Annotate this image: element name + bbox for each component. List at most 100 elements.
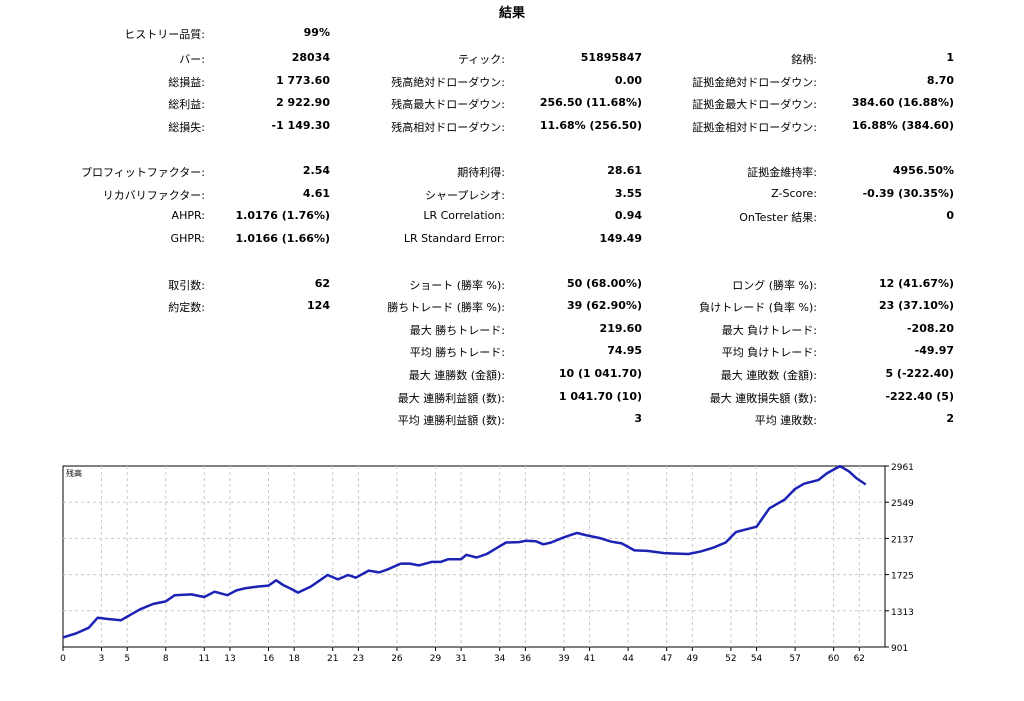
stat-label: 勝ちトレード (勝率 %): (387, 301, 505, 314)
x-tick-label: 52 (725, 654, 736, 664)
x-tick-label: 44 (622, 654, 634, 664)
stat-value: 384.60 (16.88%) (851, 96, 954, 109)
stat-label: LR Correlation: (423, 209, 505, 222)
x-tick-label: 16 (263, 654, 275, 664)
stat-label: 残高相対ドローダウン: (391, 121, 505, 134)
stat-label: ヒストリー品質: (124, 28, 205, 41)
stat-value: -49.97 (914, 344, 954, 357)
stat-value: 74.95 (607, 344, 642, 357)
x-tick-label: 62 (854, 654, 865, 664)
y-tick-label: 2549 (891, 499, 914, 509)
stat-value: -208.20 (906, 322, 954, 335)
stat-label: 取引数: (168, 279, 205, 292)
stat-value: 10 (1 041.70) (558, 367, 642, 380)
stat-label: 総利益: (168, 98, 205, 111)
stat-label: プロフィットファクター: (80, 166, 205, 179)
stat-value: 256.50 (11.68%) (539, 96, 642, 109)
stat-label: ロング (勝率 %): (732, 279, 817, 292)
balance-chart-svg: 2961 2549 2137 1725 1313 901 0 3 5 8 11 13 16 18 21 23 2… (60, 463, 914, 664)
stat-label: 総損失: (168, 121, 205, 134)
x-tick-label: 54 (751, 654, 763, 664)
stat-value: 1 773.60 (276, 74, 330, 87)
x-tick-label: 31 (455, 654, 466, 664)
stat-label: 銘柄: (791, 53, 817, 66)
x-tick-label: 21 (327, 654, 338, 664)
stat-label: 証拠金相対ドローダウン: (692, 121, 817, 134)
stat-value: 4.61 (302, 187, 330, 200)
stat-value: -222.40 (5) (885, 390, 954, 403)
chart-title: 残高 (66, 468, 82, 478)
stat-value: 50 (68.00%) (566, 277, 642, 290)
stat-label: バー: (179, 53, 205, 66)
stat-label: 証拠金最大ドローダウン: (692, 98, 817, 111)
stat-label: 最大 連敗数 (金額): (720, 369, 817, 382)
stat-label: ティック: (457, 53, 505, 66)
y-tick-label: 901 (891, 644, 908, 654)
stat-value: -0.39 (30.35%) (862, 187, 954, 200)
stat-value: 3 (634, 412, 642, 425)
x-tick-label: 11 (199, 654, 210, 664)
x-tick-label: 41 (584, 654, 595, 664)
x-tick-label: 34 (494, 654, 506, 664)
stat-label: OnTester 結果: (739, 211, 817, 224)
stat-label: 期待利得: (457, 166, 505, 179)
stat-value: 28.61 (607, 164, 642, 177)
stat-value: 4956.50% (892, 164, 954, 177)
stat-label: 平均 勝ちトレード: (409, 346, 505, 359)
y-tick-label: 1725 (891, 572, 914, 582)
stat-value: 124 (307, 299, 330, 312)
x-tick-label: 36 (520, 654, 532, 664)
stat-value: 99% (303, 26, 330, 39)
y-tick-label: 2961 (891, 463, 914, 473)
x-tick-label: 8 (163, 654, 169, 664)
stat-label: 約定数: (168, 301, 205, 314)
stat-value: 3.55 (614, 187, 642, 200)
x-tick-label: 47 (661, 654, 672, 664)
stat-value: 62 (314, 277, 330, 290)
x-tick-label: 57 (789, 654, 800, 664)
stat-label: AHPR: (171, 209, 205, 222)
stat-value: 0.94 (614, 209, 642, 222)
x-tick-label: 0 (60, 654, 66, 664)
x-tick-label: 39 (558, 654, 570, 664)
stat-label: GHPR: (170, 232, 205, 245)
x-tick-label: 18 (288, 654, 300, 664)
stat-value: 219.60 (599, 322, 642, 335)
stat-label: リカバリファクター: (102, 189, 205, 202)
stat-label: 残高絶対ドローダウン: (391, 76, 505, 89)
stat-value: 5 (-222.40) (885, 367, 954, 380)
stat-value: 149.49 (599, 232, 642, 245)
stat-value: 8.70 (926, 74, 954, 87)
x-tick-label: 13 (224, 654, 235, 664)
stat-label: 証拠金絶対ドローダウン: (692, 76, 817, 89)
x-tick-label: 23 (353, 654, 364, 664)
stat-value: 11.68% (256.50) (539, 119, 642, 132)
stat-value: 1.0166 (1.66%) (235, 232, 331, 245)
stat-label: 負けトレード (負率 %): (699, 301, 817, 314)
balance-line (62, 464, 867, 639)
stat-label: 総損益: (168, 76, 205, 89)
stat-label: LR Standard Error: (403, 232, 505, 245)
x-tick-label: 5 (124, 654, 130, 664)
stat-label: 最大 勝ちトレード: (409, 324, 505, 337)
stat-value: 0 (946, 209, 954, 222)
stat-value: 39 (62.90%) (566, 299, 642, 312)
x-tick-label: 26 (391, 654, 403, 664)
stat-label: 最大 連敗損失額 (数): (709, 392, 817, 405)
y-tick-label: 2137 (891, 535, 914, 545)
stat-value: 1.0176 (1.76%) (235, 209, 331, 222)
stat-label: 残高最大ドローダウン: (391, 98, 505, 111)
stat-value: 1 (946, 51, 954, 64)
stat-value: 16.88% (384.60) (851, 119, 954, 132)
y-tick-label: 1313 (891, 608, 914, 618)
stat-label: 最大 負けトレード: (721, 324, 817, 337)
stat-label: ショート (勝率 %): (409, 279, 505, 292)
stat-label: 最大 連勝利益額 (数): (397, 392, 505, 405)
stat-label: 証拠金維持率: (747, 166, 817, 179)
stat-label: Z-Score: (771, 187, 817, 200)
stat-label: 平均 連勝利益額 (数): (397, 414, 505, 427)
stat-label: 最大 連勝数 (金額): (408, 369, 505, 382)
stat-value: 0.00 (614, 74, 642, 87)
stat-value: 28034 (291, 51, 330, 64)
stat-value: 2 922.90 (276, 96, 330, 109)
